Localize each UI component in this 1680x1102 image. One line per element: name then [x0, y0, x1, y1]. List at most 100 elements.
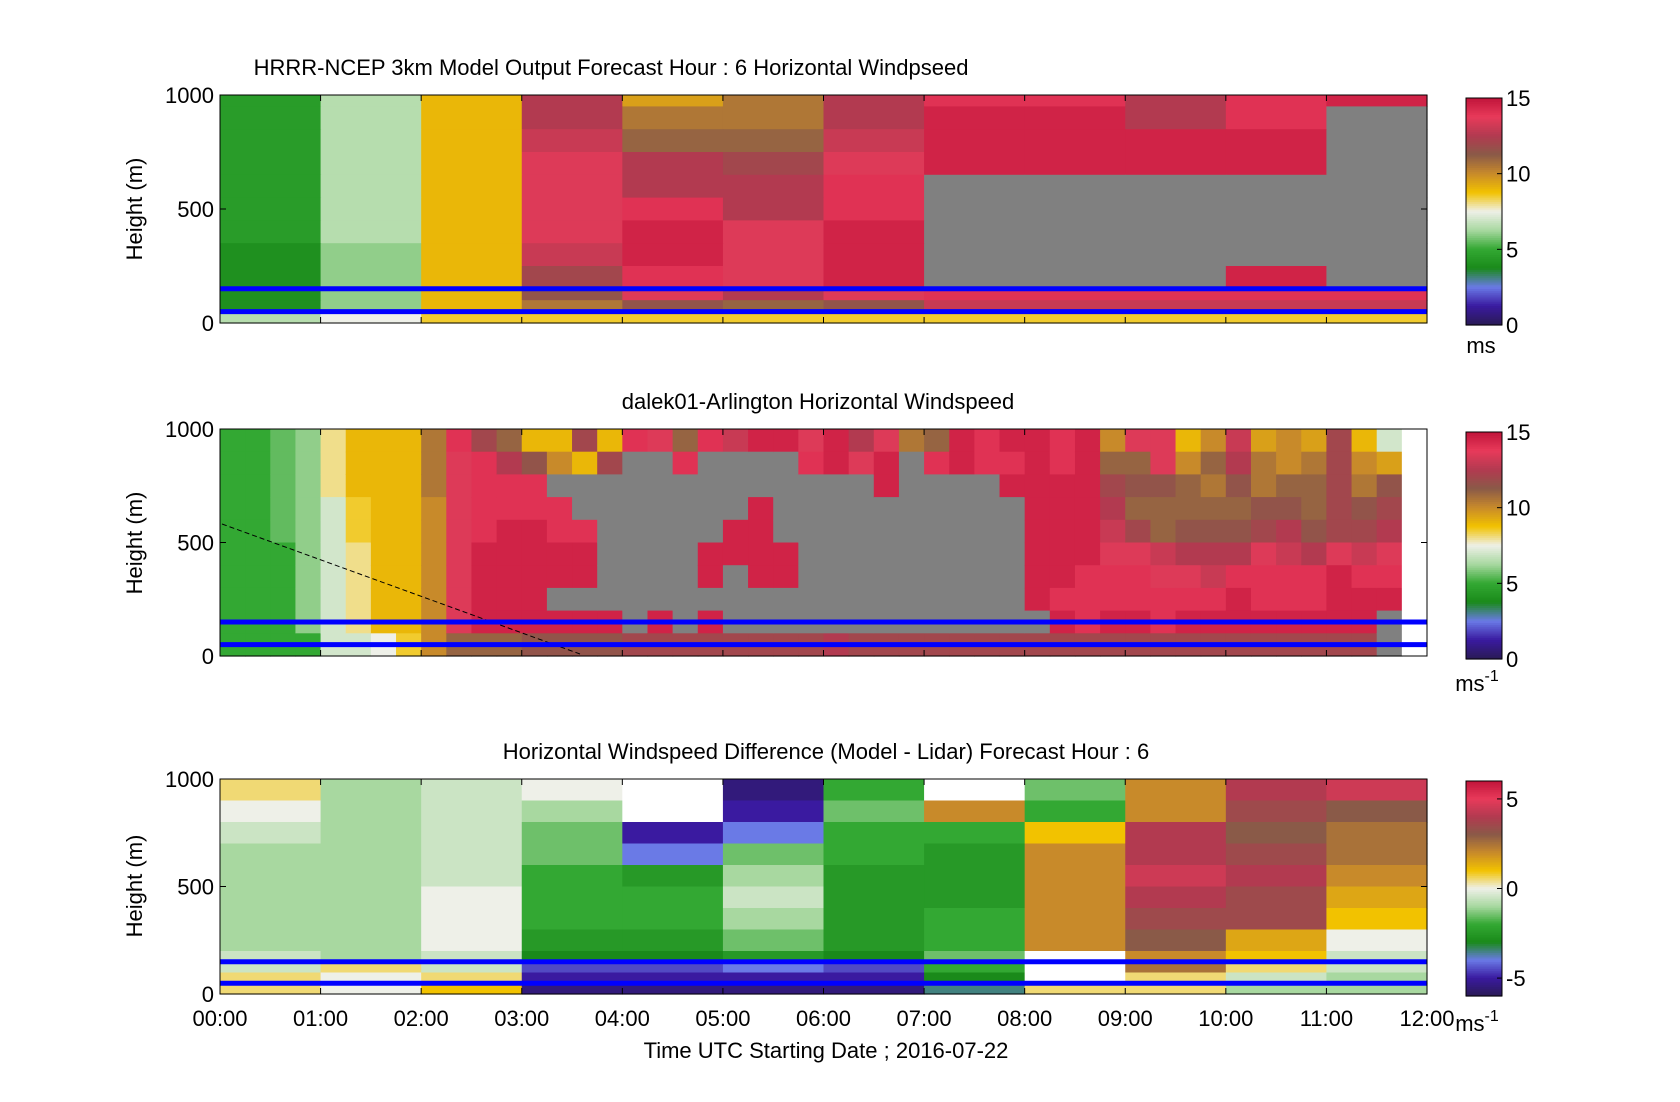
heatmap-cell — [1376, 565, 1403, 589]
heatmap-cell — [798, 587, 825, 612]
x-tick-label: 11:00 — [1300, 1006, 1353, 1031]
y-tick-label: 500 — [177, 875, 214, 900]
heatmap-cell — [1225, 865, 1328, 888]
heatmap-cell — [798, 542, 825, 566]
heatmap-cell — [396, 587, 422, 612]
y-tick-label: 500 — [177, 197, 214, 222]
colorbar-swatch — [1466, 852, 1502, 856]
heatmap-cell — [1351, 451, 1378, 475]
y-axis-label: Height (m) — [122, 492, 147, 595]
heatmap-cell — [898, 474, 925, 498]
heatmap-cell — [1376, 497, 1403, 521]
heatmap-cell — [898, 451, 925, 475]
heatmap-cell — [873, 519, 900, 544]
x-tick-label: 03:00 — [494, 1006, 549, 1031]
colorbar-swatch — [1466, 545, 1502, 548]
colorbar-swatch — [1466, 824, 1502, 827]
heatmap-cell — [622, 288, 724, 301]
heatmap-cell — [1024, 565, 1051, 589]
colorbar-swatch — [1466, 473, 1502, 477]
heatmap-cell — [823, 311, 925, 324]
colorbar-swatch — [1466, 913, 1502, 916]
x-tick-label: 05:00 — [695, 1006, 750, 1031]
heatmap-cell — [1225, 908, 1328, 931]
colorbar-swatch — [1466, 251, 1502, 254]
colorbar-swatch — [1466, 458, 1502, 461]
colorbar-swatch — [1466, 101, 1502, 105]
colorbar-swatch — [1466, 609, 1502, 613]
heatmap-cell — [521, 929, 623, 952]
colorbar-swatch — [1466, 486, 1502, 490]
heatmap-cell — [220, 429, 246, 453]
heatmap-cell — [1049, 519, 1076, 544]
colorbar-swatch — [1466, 850, 1502, 854]
heatmap-cell — [1225, 843, 1328, 866]
heatmap-cell — [421, 152, 523, 176]
colorbar-swatch — [1466, 200, 1502, 203]
heatmap-cell — [1301, 587, 1328, 612]
colorbar-swatch — [1466, 798, 1502, 802]
colorbar-swatch — [1466, 192, 1502, 196]
colorbar-swatch — [1466, 237, 1502, 241]
heatmap-cell — [1024, 95, 1126, 107]
colorbar-swatch — [1466, 196, 1502, 199]
colorbar-swatch — [1466, 245, 1502, 249]
y-axis-label: Height (m) — [122, 835, 147, 938]
heatmap-cell — [1100, 451, 1126, 475]
heatmap-cell — [1225, 474, 1252, 498]
heatmap-cell — [798, 519, 825, 544]
heatmap-cell — [1326, 243, 1428, 267]
colorbar-swatch — [1466, 829, 1502, 832]
heatmap-cell — [1225, 929, 1328, 952]
colorbar-swatch — [1466, 177, 1502, 180]
heatmap-cell — [1326, 106, 1428, 130]
colorbar-swatch — [1466, 128, 1502, 131]
colorbar-swatch — [1466, 570, 1502, 573]
colorbar-swatch — [1466, 141, 1502, 144]
heatmap-cell — [270, 565, 297, 589]
heatmap-cell — [1301, 519, 1328, 544]
colorbar-swatch — [1466, 483, 1502, 486]
heatmap-cell — [1200, 429, 1227, 453]
colorbar-swatch — [1466, 445, 1502, 448]
heatmap-cell — [597, 587, 623, 612]
heatmap-cell — [974, 565, 1001, 589]
heatmap-cell — [370, 451, 397, 475]
heatmap-cell — [1301, 474, 1328, 498]
heatmap-cell — [521, 961, 623, 974]
heatmap-cell — [1024, 961, 1126, 974]
heatmap-cell — [1225, 587, 1252, 612]
heatmap-cell — [848, 497, 875, 521]
heatmap-cell — [471, 497, 498, 521]
colorbar-swatch — [1466, 481, 1502, 484]
heatmap-cell — [245, 519, 271, 544]
heatmap-cell — [1326, 220, 1428, 244]
heatmap-cell — [798, 429, 825, 453]
heatmap-cell — [220, 843, 322, 866]
heatmap-cell — [773, 429, 799, 453]
colorbar-swatch — [1466, 602, 1502, 605]
colorbar-swatch — [1466, 213, 1502, 216]
colorbar-swatch — [1466, 782, 1502, 786]
heatmap-cell — [471, 565, 498, 589]
colorbar-swatch — [1466, 435, 1502, 439]
colorbar-swatch — [1466, 789, 1502, 793]
heatmap-cell — [924, 519, 950, 544]
heatmap-cell — [1276, 451, 1302, 475]
heatmap-cell — [647, 542, 674, 566]
heatmap-cell — [1024, 779, 1126, 802]
heatmap-cell — [521, 288, 623, 301]
colorbar-swatch — [1466, 575, 1502, 579]
heatmap-cell — [999, 565, 1026, 589]
heatmap-cell — [1351, 497, 1378, 521]
heatmap-cell — [1225, 961, 1328, 974]
colorbar-swatch — [1466, 501, 1502, 505]
heatmap-cell — [446, 474, 473, 498]
heatmap-cell — [546, 497, 573, 521]
colorbar-swatch — [1466, 841, 1502, 845]
reference-lines — [220, 286, 1427, 315]
heatmap-cell — [1049, 497, 1076, 521]
colorbar-swatch — [1466, 990, 1502, 994]
heatmap-cell — [295, 542, 322, 566]
heatmap-cell — [1225, 542, 1252, 566]
